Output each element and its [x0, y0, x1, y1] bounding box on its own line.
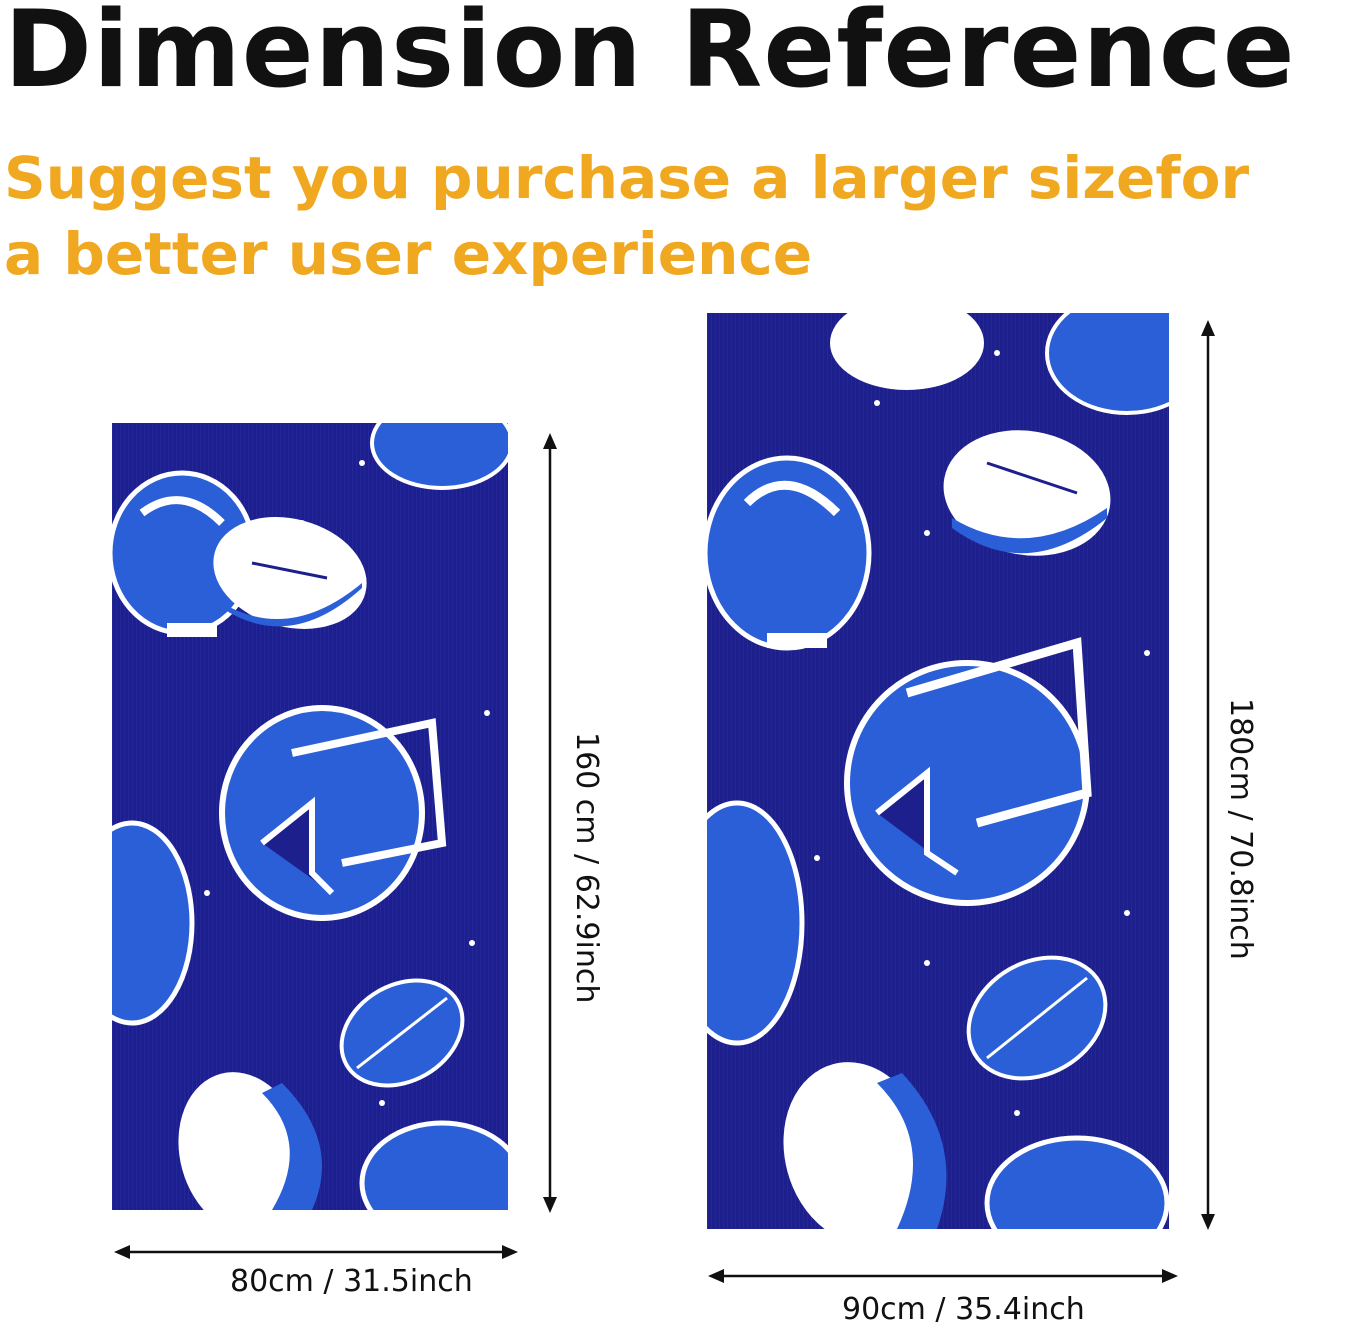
towel-print-pattern — [707, 313, 1169, 1229]
football-helmet-icon — [707, 800, 805, 1046]
football-icon — [213, 517, 367, 629]
football-icon — [943, 430, 1111, 556]
small-width-arrow — [114, 1245, 518, 1259]
star-icon — [814, 350, 1150, 1116]
small-height-arrow — [543, 433, 557, 1213]
football-icon — [830, 313, 984, 390]
football-icon — [178, 1072, 322, 1210]
football-icon — [339, 978, 465, 1088]
football-icon — [966, 955, 1108, 1081]
page-title: Dimension Reference — [4, 0, 1296, 111]
large-width-arrow — [708, 1269, 1178, 1283]
football-helmet-icon — [984, 1135, 1169, 1229]
football-helmet-icon — [370, 423, 508, 490]
football-helmet-icon — [359, 1120, 508, 1210]
small-height-label: 160 cm / 62.9inch — [569, 732, 604, 1004]
large-height-arrow — [1201, 320, 1215, 1230]
suggestion-line-1: Suggest you purchase a larger sizefor — [4, 144, 1250, 212]
football-helmet-icon — [112, 470, 257, 637]
towel-print-pattern — [112, 423, 508, 1210]
suggestion-line-2: a better user experience — [4, 220, 813, 288]
small-towel-image — [112, 423, 508, 1210]
football-helmet-icon — [112, 820, 195, 1026]
football-helmet-icon — [707, 455, 872, 651]
small-width-label: 80cm / 31.5inch — [230, 1264, 473, 1299]
football-icon — [783, 1062, 947, 1229]
large-width-label: 90cm / 35.4inch — [842, 1292, 1085, 1327]
large-towel-image — [707, 313, 1169, 1229]
size-suggestion: Suggest you purchase a larger sizefor a … — [4, 140, 1249, 292]
football-helmet-icon — [219, 705, 447, 921]
large-height-label: 180cm / 70.8inch — [1223, 698, 1258, 960]
football-helmet-icon — [1045, 313, 1169, 415]
star-icon — [204, 460, 490, 1106]
football-helmet-icon — [844, 637, 1092, 906]
